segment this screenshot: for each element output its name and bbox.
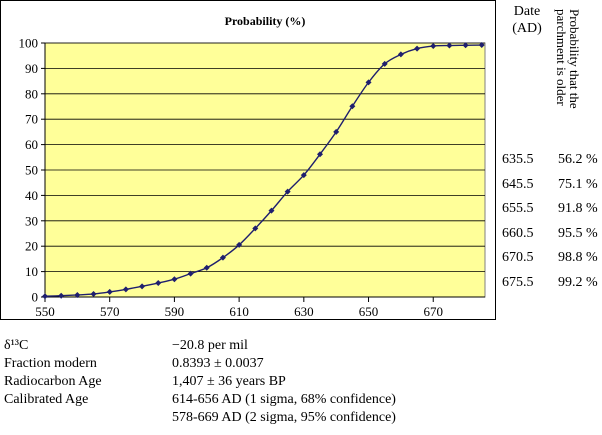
table-row: 635.5 56.2 %: [500, 152, 602, 173]
fact-label: Radiocarbon Age: [4, 374, 102, 389]
data-point: [42, 293, 48, 300]
table-row: 655.5 91.8 %: [500, 201, 602, 222]
data-point: [397, 51, 404, 58]
data-point: [74, 291, 81, 298]
row-date: 655.5: [502, 201, 534, 216]
data-point: [414, 45, 421, 52]
row-date: 635.5: [502, 152, 534, 167]
probability-column-header: Probability that the parchment is older: [554, 5, 602, 115]
table-row: 675.5 99.2 %: [500, 275, 602, 296]
data-point: [284, 188, 291, 195]
y-tick-label: 30: [25, 213, 38, 228]
y-tick-label: 90: [25, 61, 38, 76]
row-probability: 91.8 %: [558, 201, 598, 216]
data-point: [300, 172, 307, 179]
row-probability: 98.8 %: [558, 250, 598, 265]
data-point: [349, 103, 356, 110]
y-tick-label: 60: [25, 137, 38, 152]
y-tick-label: 80: [25, 86, 38, 101]
x-tick-label: 570: [100, 304, 120, 319]
table-row: 660.5 95.5 %: [500, 226, 602, 247]
y-tick-label: 10: [25, 264, 38, 279]
y-tick-label: 50: [25, 163, 38, 178]
data-point: [171, 276, 178, 283]
data-point: [462, 42, 469, 49]
fact-row: Fraction modern 0.8393 ± 0.0037: [4, 355, 594, 373]
fact-label: Calibrated Age: [4, 392, 89, 407]
data-point: [236, 241, 243, 248]
fact-value: 1,407 ± 36 years BP: [172, 374, 286, 389]
row-date: 660.5: [502, 225, 534, 241]
fact-row: Radiocarbon Age 1,407 ± 36 years BP: [4, 373, 594, 391]
probability-header-line-2: parchment is older: [554, 9, 569, 106]
table-row: 645.5 75.1 %: [500, 177, 602, 198]
fact-row: δ¹³C −20.8 per mil: [4, 337, 594, 355]
data-point: [268, 207, 275, 214]
date-column-header: Date (AD): [512, 4, 542, 36]
x-tick-label: 670: [423, 304, 443, 319]
chart-frame: Probability (%) 0 10 20 30 40 50 60 70 80 90 100 550…: [0, 0, 496, 320]
radiocarbon-facts: δ¹³C −20.8 per mil Fraction modern 0.8393 ±…: [4, 337, 594, 427]
x-tick-label: 610: [229, 304, 249, 319]
fact-value: −20.8 per mil: [172, 338, 248, 353]
chart-title: Probability (%): [225, 14, 306, 28]
probability-chart: Probability (%) 0 10 20 30 40 50 60 70 80 90 100 550…: [19, 14, 486, 319]
data-point: [139, 283, 146, 290]
row-probability: 75.1 %: [558, 176, 598, 192]
probability-header-line-1: Probability that the: [567, 9, 582, 109]
fact-value: 0.8393 ± 0.0037: [172, 356, 264, 371]
data-point: [122, 286, 129, 293]
row-date: 670.5: [502, 250, 534, 265]
data-point: [333, 128, 340, 135]
data-point: [219, 254, 226, 261]
data-point: [446, 42, 453, 49]
row-date: 645.5: [502, 176, 534, 192]
x-tick-label: 590: [165, 304, 185, 319]
data-point: [106, 288, 113, 295]
y-tick-label: 40: [25, 188, 38, 203]
row-probability: 99.2 %: [558, 274, 598, 290]
x-tick-label: 630: [294, 304, 314, 319]
data-point: [187, 270, 194, 277]
data-point: [90, 290, 97, 297]
fact-label: Fraction modern: [4, 356, 97, 371]
data-point: [430, 43, 437, 50]
row-date: 675.5: [502, 274, 534, 290]
fact-row: Calibrated Age 614-656 AD (1 sigma, 68% c…: [4, 391, 594, 409]
data-point: [317, 151, 323, 158]
data-point: [365, 79, 372, 86]
x-tick-label: 550: [35, 304, 55, 319]
y-tick-label: 70: [25, 112, 38, 127]
fact-value: 578-669 AD (2 sigma, 95% confidence): [172, 410, 396, 425]
data-point: [381, 60, 388, 67]
fact-value: 614-656 AD (1 sigma, 68% confidence): [172, 392, 396, 407]
y-tick-label: 100: [19, 36, 39, 51]
row-probability: 56.2 %: [558, 152, 598, 167]
y-tick-label: 20: [25, 239, 38, 254]
data-point: [203, 264, 210, 271]
series-line: [44, 44, 482, 297]
fact-row: 578-669 AD (2 sigma, 95% confidence): [4, 409, 594, 427]
data-point: [58, 292, 65, 299]
data-point: [478, 42, 485, 49]
row-probability: 95.5 %: [558, 225, 598, 241]
y-tick-label: 0: [32, 290, 39, 305]
probability-table: Date (AD) Probability that the parchment …: [500, 0, 602, 290]
data-point: [155, 280, 162, 287]
table-row: 670.5 98.8 %: [500, 250, 602, 271]
fact-label: δ¹³C: [4, 338, 29, 353]
data-point: [252, 225, 259, 232]
x-tick-label: 650: [359, 304, 379, 319]
